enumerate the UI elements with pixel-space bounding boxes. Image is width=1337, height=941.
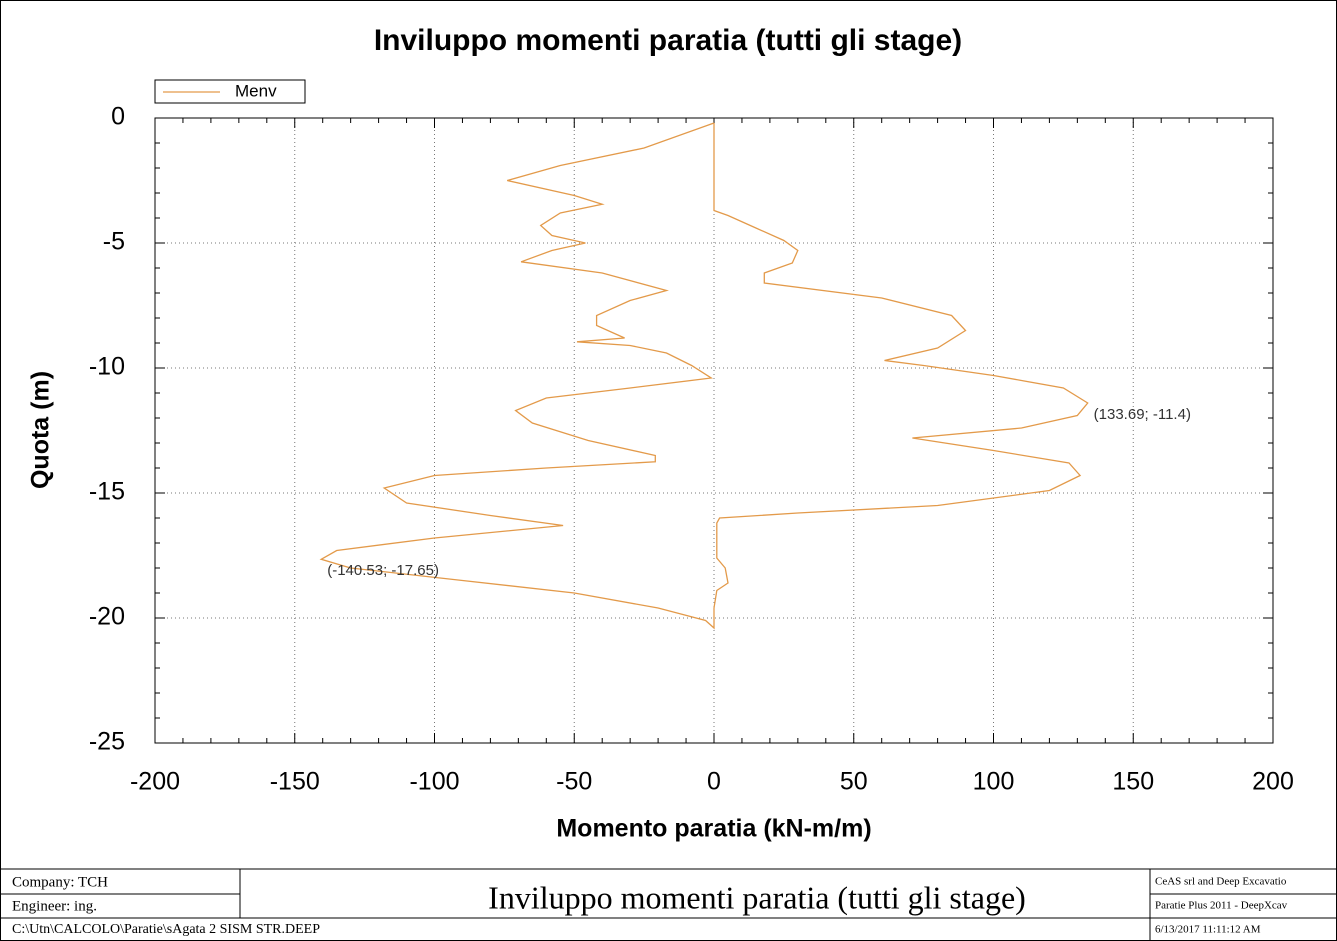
- footer-software: Paratie Plus 2011 - DeepXcav: [1155, 900, 1288, 912]
- legend-label: Menv: [235, 81, 277, 100]
- x-tick-label: 0: [707, 768, 721, 796]
- legend-box: [154, 79, 306, 104]
- y-tick-label: 0: [111, 103, 125, 131]
- x-tick-label: -200: [130, 768, 180, 796]
- footer-vendor: CeAS srl and Deep Excavatio: [1155, 876, 1287, 888]
- plot-border: [154, 117, 1274, 744]
- y-tick-label: -20: [89, 603, 125, 631]
- footer-path: C:\Utn\CALCOLO\Paratie\sAgata 2 SISM STR…: [12, 922, 320, 937]
- footer-title: Inviluppo momenti paratia (tutti gli sta…: [488, 879, 1026, 915]
- footer-engineer: Engineer: ing.: [12, 898, 97, 914]
- line: [319, 122, 1089, 630]
- x-tick-label: 200: [1252, 768, 1294, 796]
- x-tick-label: 150: [1112, 768, 1154, 796]
- x-tick-label: 100: [973, 768, 1015, 796]
- x-axis-title: Momento paratia (kN-m/m): [556, 815, 871, 843]
- y-tick-label: -10: [89, 353, 125, 381]
- footer-date: 6/13/2017 11:11:12 AM: [1155, 924, 1261, 936]
- footer: [0, 868, 1337, 941]
- footer-company: Company: TCH: [12, 874, 108, 890]
- chart-title: Inviluppo momenti paratia (tutti gli sta…: [374, 24, 962, 57]
- y-tick-label: -5: [103, 228, 125, 256]
- x-tick-label: -150: [270, 768, 320, 796]
- x-tick-label: 50: [840, 768, 868, 796]
- annotation: (133.69; -11.4): [1094, 406, 1191, 423]
- y-tick-label: -25: [89, 728, 125, 756]
- y-tick-label: -15: [89, 478, 125, 506]
- x-tick-label: -50: [556, 768, 592, 796]
- y-axis-title: Quota (m): [27, 371, 55, 489]
- x-tick-label: -100: [409, 768, 459, 796]
- annotation: (-140.53; -17.65): [327, 562, 439, 579]
